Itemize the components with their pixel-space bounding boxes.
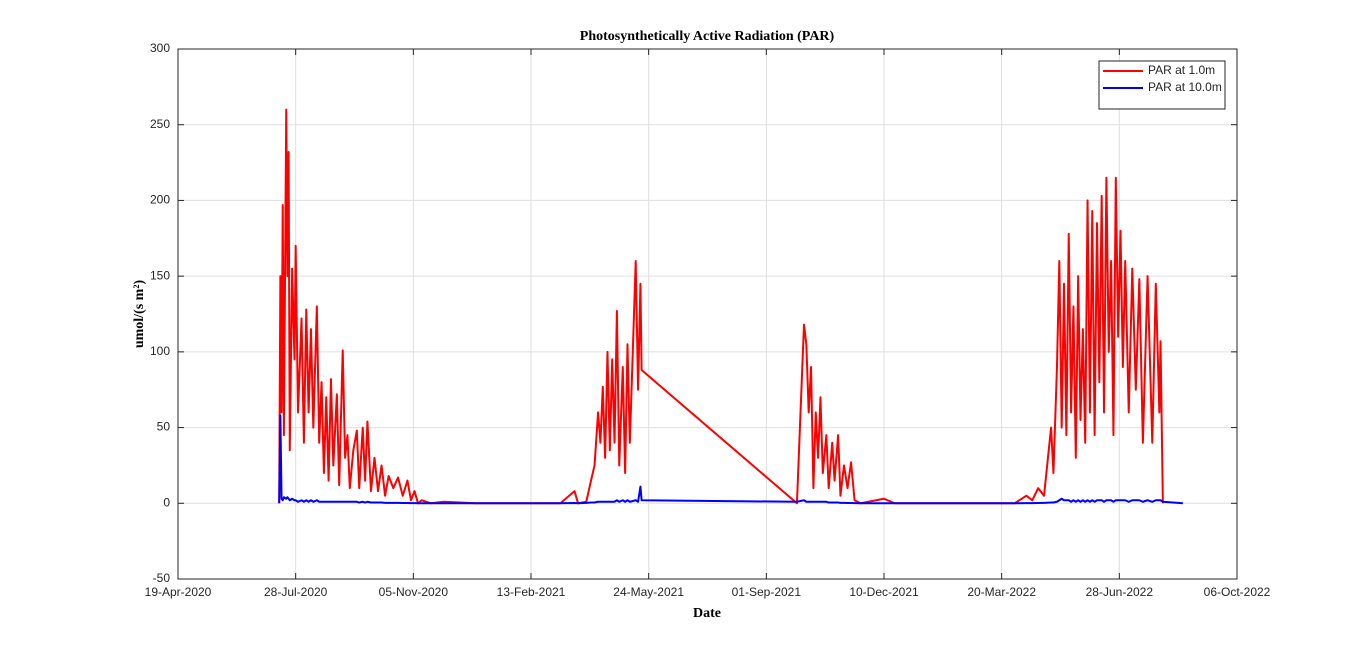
- y-tick-label: 100: [150, 344, 170, 358]
- legend-label: PAR at 1.0m: [1148, 63, 1215, 77]
- y-tick-label: 150: [150, 268, 170, 282]
- x-tick-label: 01-Sep-2021: [732, 585, 802, 599]
- y-tick-label: 250: [150, 117, 170, 131]
- legend-label: PAR at 10.0m: [1148, 80, 1222, 94]
- chart-title: Photosynthetically Active Radiation (PAR…: [580, 29, 835, 44]
- x-tick-label: 19-Apr-2020: [145, 585, 212, 599]
- data-line: [278, 108, 1164, 505]
- x-tick-label: 28-Jul-2020: [264, 585, 328, 599]
- x-tick-label: 05-Nov-2020: [379, 585, 449, 599]
- x-tick-label: 06-Oct-2022: [1204, 585, 1271, 599]
- y-tick-label: 0: [163, 495, 170, 509]
- y-tick-label: 50: [157, 420, 171, 434]
- y-tick-label: 300: [150, 41, 170, 55]
- y-tick-label: -50: [153, 571, 171, 585]
- x-tick-label: 20-Mar-2022: [967, 585, 1036, 599]
- x-axis-label: Date: [693, 606, 721, 621]
- data-line: [278, 414, 1183, 505]
- y-tick-label: 200: [150, 193, 170, 207]
- plot-frame: [177, 48, 1238, 580]
- y-axis-label: umol/(s m²): [132, 279, 147, 348]
- x-tick-label: 28-Jun-2022: [1086, 585, 1154, 599]
- legend-box: [1098, 60, 1226, 110]
- x-tick-label: 24-May-2021: [613, 585, 684, 599]
- x-tick-label: 10-Dec-2021: [849, 585, 919, 599]
- x-tick-label: 13-Feb-2021: [497, 585, 566, 599]
